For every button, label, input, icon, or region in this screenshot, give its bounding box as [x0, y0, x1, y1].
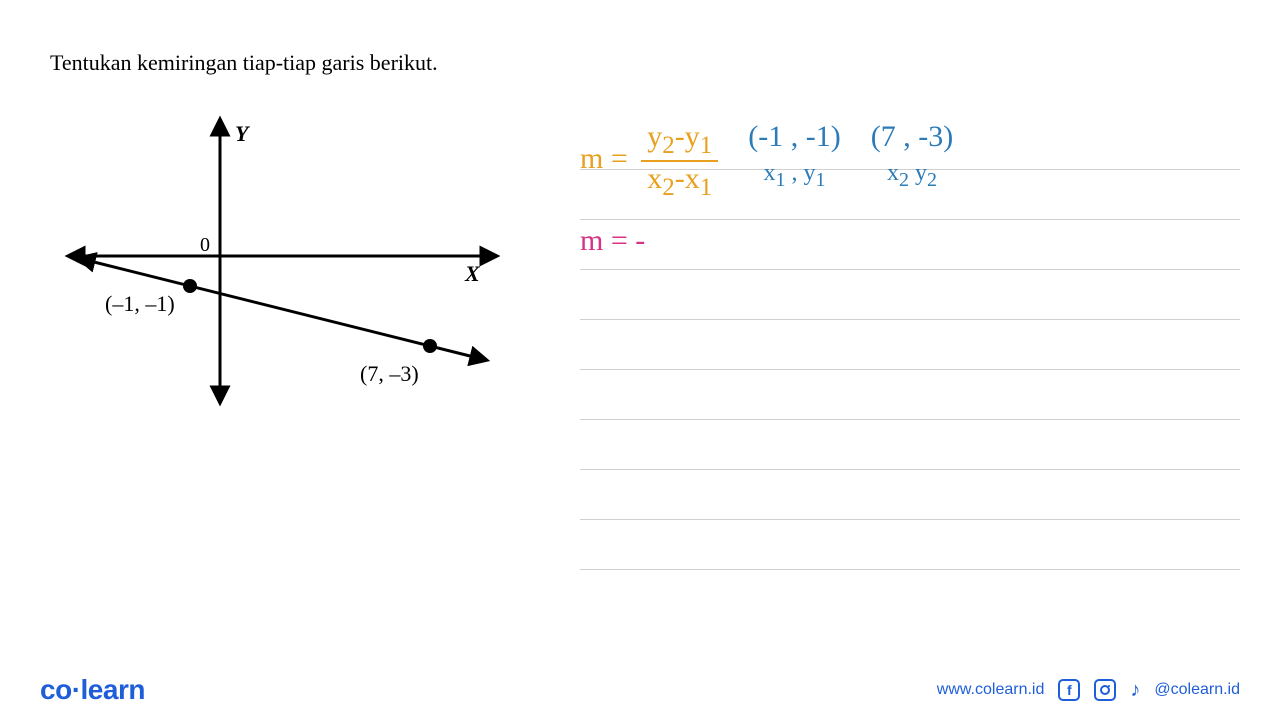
facebook-icon: f: [1058, 679, 1080, 701]
point1-annotation: (-1 , -1) x1 , y1: [748, 120, 840, 192]
ruled-line: [580, 270, 1240, 320]
ruled-line: [580, 320, 1240, 370]
formula-numerator: y2-y1: [641, 120, 718, 160]
instagram-icon: [1094, 679, 1116, 701]
footer-url: www.colearn.id: [937, 681, 1045, 699]
footer-handle: @colearn.id: [1154, 681, 1240, 699]
logo-dot: ·: [72, 674, 81, 705]
slope-formula: m = y2-y1 x2-x1: [580, 120, 718, 202]
origin-label: 0: [200, 234, 210, 256]
logo: co·learn: [40, 674, 145, 706]
logo-co: co: [40, 674, 72, 705]
point1-coords: (-1 , -1): [748, 120, 840, 154]
problem-text: Tentukan kemiringan tiap-tiap garis beri…: [50, 50, 510, 76]
ruled-line: [580, 420, 1240, 470]
work-line2: m = -: [580, 224, 1240, 258]
point2-annotation: (7 , -3) x2 y2: [871, 120, 953, 192]
point2-coords: (7 , -3): [871, 120, 953, 154]
formula-lhs: m =: [580, 142, 628, 175]
ruled-line: [580, 470, 1240, 520]
y-axis-label: Y: [235, 121, 251, 146]
handwriting: m = y2-y1 x2-x1 (-1 , -1) x1 , y1 (7 , -…: [580, 120, 1240, 258]
x-axis-label: X: [464, 261, 481, 286]
footer-right: www.colearn.id f ♪ @colearn.id: [937, 679, 1240, 702]
ruled-line: [580, 520, 1240, 570]
footer: co·learn www.colearn.id f ♪ @colearn.id: [0, 660, 1280, 720]
ruled-line: [580, 370, 1240, 420]
tiktok-icon: ♪: [1130, 679, 1140, 702]
logo-learn: learn: [81, 674, 145, 705]
point2-label: (7, –3): [360, 361, 419, 386]
formula-denominator: x2-x1: [641, 162, 718, 202]
point1-label: (–1, –1): [105, 291, 175, 316]
coordinate-graph: Y X 0 (–1, –1) (7, –3): [50, 106, 500, 426]
point1-sub: x1 , y1: [748, 160, 840, 192]
problem-panel: Tentukan kemiringan tiap-tiap garis beri…: [0, 0, 540, 660]
work-panel: m = y2-y1 x2-x1 (-1 , -1) x1 , y1 (7 , -…: [540, 0, 1280, 660]
point2-sub: x2 y2: [871, 160, 953, 192]
